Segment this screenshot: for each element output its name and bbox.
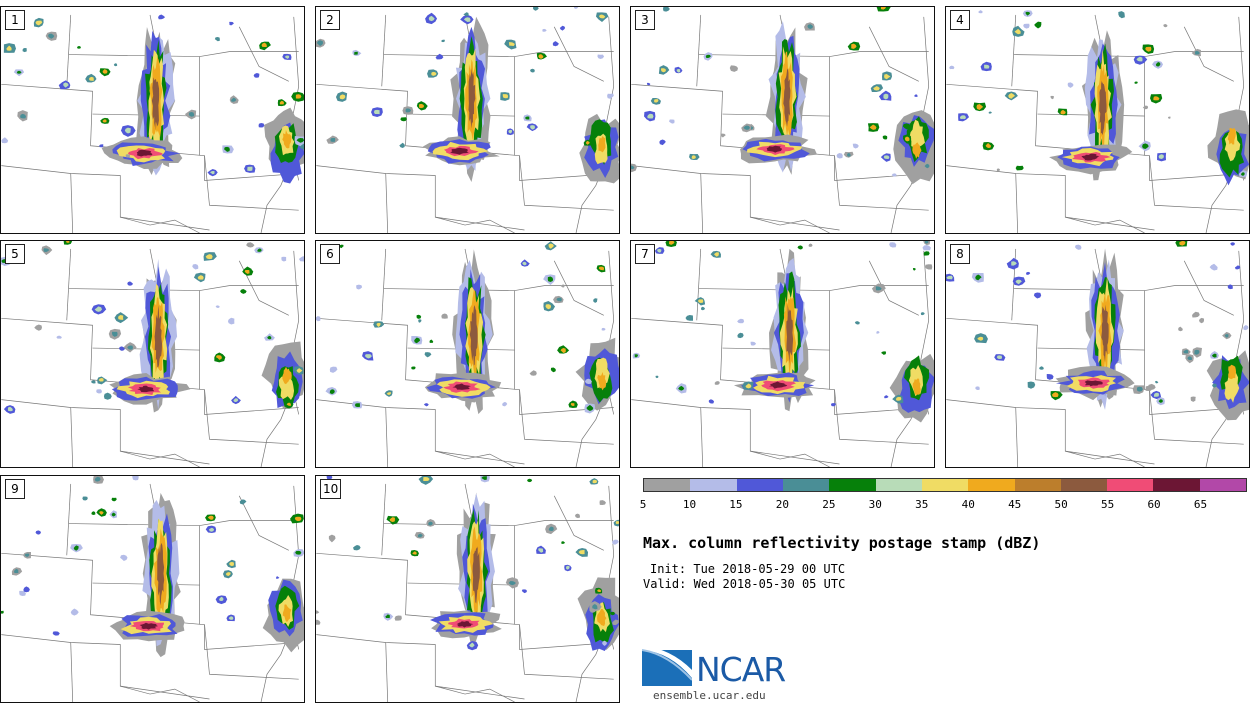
colorbar-segment	[690, 479, 737, 491]
reflectivity-map	[946, 241, 1249, 467]
storm-band	[1055, 248, 1135, 410]
scattered-cells	[949, 10, 1247, 177]
reflectivity-map	[631, 241, 934, 467]
storm-band	[422, 16, 500, 183]
panel-number-label: 9	[5, 479, 25, 499]
colorbar-tick-label: 50	[1054, 498, 1068, 511]
ncar-logo-icon	[642, 646, 692, 686]
state-borders	[316, 483, 615, 702]
eastern-cells	[893, 110, 934, 185]
eastern-cells	[575, 337, 619, 411]
eastern-cells	[262, 578, 304, 653]
storm-band	[109, 492, 185, 658]
storm-band	[430, 492, 502, 650]
colorbar-tick-label: 10	[682, 498, 697, 511]
map-panel-5: 5	[0, 240, 305, 468]
storm-band	[109, 258, 191, 413]
colorbar-tick-label: 60	[1147, 498, 1161, 511]
reflectivity-colorbar	[643, 478, 1247, 492]
reflectivity-map	[316, 241, 619, 467]
reflectivity-map	[316, 476, 619, 702]
colorbar-tick-label: 25	[822, 498, 836, 511]
map-panel-2: 2	[315, 6, 620, 234]
reflectivity-map	[1, 476, 304, 702]
colorbar-segment	[644, 479, 691, 491]
reflectivity-map	[1, 241, 304, 467]
eastern-cells	[579, 113, 619, 184]
eastern-cells	[264, 107, 304, 184]
colorbar-segment	[1060, 479, 1108, 491]
reflectivity-map	[1, 14, 304, 233]
map-panel-1: 1	[0, 6, 305, 234]
map-panel-3: 3	[630, 6, 935, 234]
reflectivity-map	[316, 7, 619, 233]
colorbar-segment	[921, 479, 969, 491]
colorbar-segment	[1153, 479, 1200, 491]
storm-band	[733, 248, 816, 412]
panel-number-label: 3	[635, 10, 655, 30]
panel-number-label: 7	[635, 244, 655, 264]
colorbar-tick-label: 30	[868, 498, 882, 511]
state-borders	[1, 14, 300, 233]
scattered-cells	[1, 14, 304, 177]
colorbar-segment	[1107, 479, 1154, 491]
colorbar-segment	[829, 479, 876, 491]
map-panel-4: 4	[945, 6, 1250, 234]
storm-band	[1049, 30, 1133, 181]
scattered-cells	[946, 241, 1249, 406]
colorbar-tick-label: 15	[729, 498, 743, 511]
init-time: Init: Tue 2018-05-29 00 UTC	[650, 562, 846, 576]
map-panel-8: 8	[945, 240, 1250, 468]
colorbar-tick-label: 40	[961, 498, 975, 511]
colorbar-segment	[1014, 479, 1061, 491]
panel-number-label: 5	[5, 244, 25, 264]
panel-number-label: 4	[950, 10, 970, 30]
colorbar-tick-label: 5	[639, 498, 647, 511]
colorbar-segment	[875, 479, 922, 491]
ncar-logo-text: NCAR	[696, 650, 786, 689]
colorbar-ticks: 5 10 15 20 25 30 35 40 45 50 55 60 65	[639, 498, 1247, 512]
map-panel-6: 6	[315, 240, 620, 468]
colorbar-segment	[968, 479, 1015, 491]
colorbar-segment	[782, 479, 830, 491]
scattered-cells	[631, 7, 933, 177]
panel-number-label: 1	[5, 10, 25, 30]
panel-number-label: 6	[320, 244, 340, 264]
storm-band	[424, 249, 502, 415]
panel-number-label: 2	[320, 10, 340, 30]
panel-number-label: 10	[320, 479, 342, 499]
colorbar-segment	[736, 479, 783, 491]
storm-band	[101, 27, 183, 176]
colorbar-segment	[1199, 479, 1247, 491]
map-panel-9: 9	[0, 475, 305, 703]
map-panel-7: 7	[630, 240, 935, 468]
valid-time: Valid: Wed 2018-05-30 05 UTC	[643, 577, 846, 591]
map-panel-10: 10	[315, 475, 620, 703]
scattered-cells	[316, 7, 614, 148]
storm-band	[740, 21, 818, 175]
colorbar-tick-label: 35	[915, 498, 929, 511]
reflectivity-map	[631, 7, 934, 233]
eastern-cells	[261, 341, 304, 409]
eastern-cells	[1206, 350, 1249, 421]
scattered-cells	[1, 476, 304, 636]
colorbar-tick-label: 55	[1100, 498, 1115, 511]
colorbar-tick-label: 45	[1008, 498, 1022, 511]
ensemble-url[interactable]: ensemble.ucar.edu	[653, 689, 766, 702]
eastern-cells	[1207, 109, 1249, 186]
scattered-cells	[632, 241, 933, 407]
plot-title: Max. column reflectivity postage stamp (…	[643, 534, 1041, 552]
reflectivity-map	[946, 10, 1249, 233]
eastern-cells	[889, 353, 934, 423]
scattered-cells	[316, 476, 619, 651]
panel-number-label: 8	[950, 244, 970, 264]
scattered-cells	[316, 241, 606, 414]
colorbar-tick-label: 65	[1193, 498, 1208, 511]
colorbar-tick-label: 20	[775, 498, 789, 511]
